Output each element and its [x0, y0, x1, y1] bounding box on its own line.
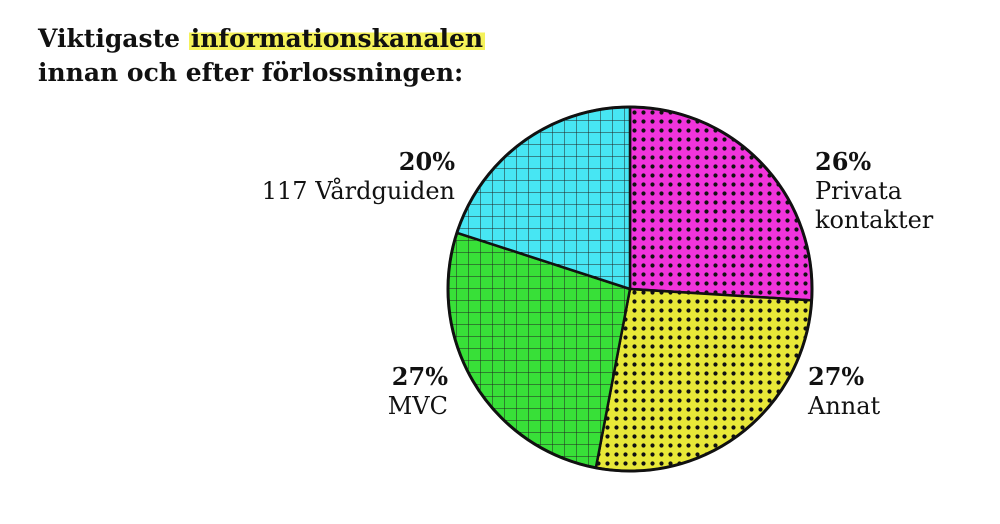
slice-category-label: 117 Vårdguiden: [262, 176, 455, 205]
pie-slice-texture: [628, 105, 814, 302]
slice-category-label: Annat: [807, 392, 881, 420]
pie-slice-texture: [594, 287, 813, 473]
slice-category-label: kontakter: [815, 206, 934, 234]
pie-labels: 26%Privatakontakter27%Annat27%MVC20%117 …: [262, 147, 934, 420]
pie-slices: [446, 105, 814, 473]
slice-value-label: 27%: [808, 362, 864, 391]
title-text-highlighted: informationskanalen: [188, 24, 486, 53]
slice-value-label: 27%: [392, 362, 448, 391]
chart-title: Viktigaste informationskanalen innan och…: [38, 22, 486, 90]
slice-value-label: 26%: [815, 147, 871, 176]
slice-value-label: 20%: [399, 147, 455, 176]
title-text-plain: Viktigaste: [38, 24, 189, 53]
title-text-line2: innan och efter förlossningen:: [38, 58, 464, 87]
slice-category-label: Privata: [815, 177, 902, 205]
pie-slice-annat: [594, 287, 813, 473]
pie-slice-privata-kontakter: [628, 105, 814, 302]
slice-category-label: MVC: [388, 392, 448, 420]
pie-outline: [446, 105, 814, 473]
